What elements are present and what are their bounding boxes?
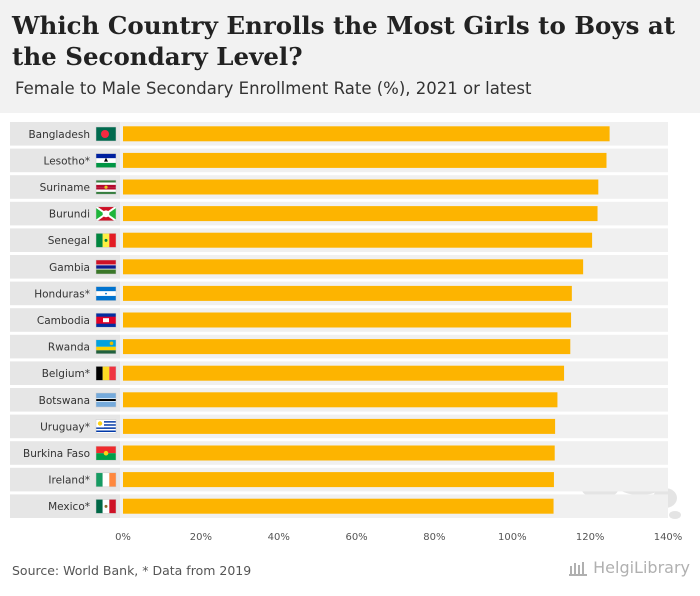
category-label: Burkina Faso [23,448,90,460]
x-tick-label: 100% [498,532,527,543]
label-band [10,201,120,226]
category-label: Lesotho* [44,155,90,167]
bar [123,126,610,142]
source-note: Source: World Bank, * Data from 2019 [12,563,252,578]
label-band [10,228,120,252]
label-band [10,255,120,279]
bar [123,206,598,222]
category-label: Suriname [40,182,90,194]
flag-burkina-faso-icon [95,445,117,461]
bar [123,179,599,195]
flag-suriname-icon [95,179,117,195]
flag-honduras-icon [95,286,117,301]
library-icon [569,561,588,576]
flag-uruguay-icon [95,419,117,434]
label-band [10,308,120,332]
chart-title: Which Country Enrolls the Most Girls to … [12,11,676,71]
flag-bangladesh-icon [95,126,117,142]
brand-name: HelgiLibrary [593,558,690,577]
x-tick-label: 40% [268,532,290,543]
bar-chart: Bangladesh Lesotho* Suriname Burundi Senegal… [10,122,683,543]
flag-belgium-icon [95,366,117,381]
label-band [10,414,120,439]
category-label: Mexico* [48,501,90,513]
brand-logo: HelgiLibrary [569,558,690,577]
label-band [10,175,120,199]
category-label: Burundi [49,209,90,221]
flag-senegal-icon [95,233,117,248]
label-band [10,388,120,412]
chart-subtitle: Female to Male Secondary Enrollment Rate… [15,79,532,98]
category-label: Rwanda [48,342,90,354]
flag-lesotho-icon [95,153,117,168]
flag-gambia-icon [95,259,117,275]
flag-cambodia-icon [95,312,117,328]
label-band [10,122,120,146]
x-tick-label: 60% [345,532,367,543]
flag-ireland-icon [95,472,117,488]
x-tick-label: 120% [576,532,605,543]
x-tick-label: 80% [423,532,445,543]
flag-rwanda-icon [95,339,117,355]
bar [123,339,571,355]
bar [123,472,554,488]
bar [123,498,554,514]
x-tick-label: 140% [654,532,683,543]
category-label: Botswana [39,395,90,407]
bar [123,365,565,381]
label-band [10,361,120,385]
x-tick-label: 20% [190,532,212,543]
category-label: Ireland* [48,475,90,487]
category-label: Senegal [48,235,90,247]
bar [123,445,555,461]
category-label: Uruguay* [40,421,90,433]
bar [123,392,558,408]
label-band [10,148,120,173]
label-band [10,441,120,465]
category-label: Honduras* [34,288,90,300]
label-band [10,281,120,306]
flag-mexico-icon [95,499,117,514]
bar [123,418,556,434]
bar [123,285,572,301]
label-band [10,494,120,518]
category-label: Belgium* [42,368,90,380]
category-label: Bangladesh [28,129,90,141]
category-label: Gambia [49,262,90,274]
bar [123,259,584,275]
label-band [10,467,120,492]
bar [123,232,593,248]
category-label: Cambodia [37,315,90,327]
header: Which Country Enrolls the Most Girls to … [0,0,700,113]
label-band [10,334,120,359]
x-tick-label: 0% [115,532,131,543]
flag-botswana-icon [95,392,117,408]
bar [123,312,572,328]
bar [123,152,607,168]
flag-burundi-icon [95,205,117,222]
